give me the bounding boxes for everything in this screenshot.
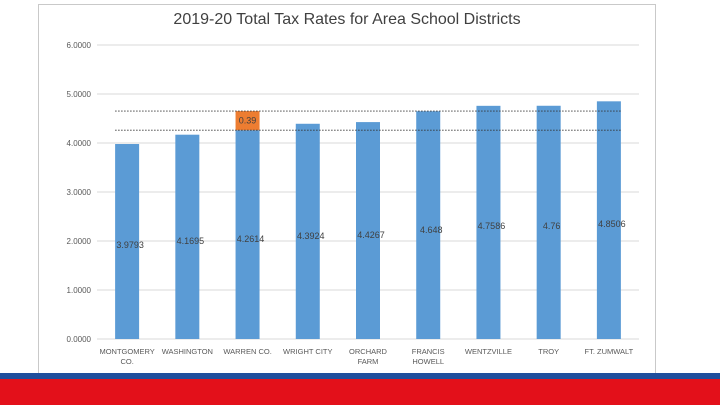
y-tick-label: 2.0000 bbox=[67, 237, 92, 246]
bar bbox=[416, 111, 441, 339]
data-label: 4.7586 bbox=[478, 221, 506, 231]
bar bbox=[235, 130, 260, 339]
chart-frame: 2019-20 Total Tax Rates for Area School … bbox=[38, 4, 656, 374]
data-label: 4.76 bbox=[543, 221, 561, 231]
x-tick-label: ORCHARD bbox=[349, 347, 388, 356]
bar bbox=[536, 105, 561, 339]
bar bbox=[295, 123, 320, 339]
annotation-segment bbox=[235, 111, 260, 131]
footer-stripe-blue bbox=[0, 373, 720, 379]
x-tick-label: FRANCIS bbox=[412, 347, 445, 356]
data-label: 4.2614 bbox=[237, 234, 265, 244]
data-label: 4.4267 bbox=[357, 230, 385, 240]
x-tick-label: TROY bbox=[538, 347, 559, 356]
bar bbox=[596, 101, 621, 339]
x-tick-label: HOWELL bbox=[412, 357, 444, 366]
footer-stripe-red bbox=[0, 379, 720, 405]
y-tick-label: 5.0000 bbox=[67, 90, 92, 99]
annotation-label: 0.39 bbox=[239, 116, 257, 126]
x-tick-label: WRIGHT CITY bbox=[283, 347, 332, 356]
data-label: 3.9793 bbox=[116, 240, 144, 250]
data-label: 4.8506 bbox=[598, 219, 626, 229]
bar bbox=[356, 122, 380, 339]
x-tick-label: MONTGOMERY bbox=[99, 347, 154, 356]
data-label: 4.1695 bbox=[177, 236, 205, 246]
bar-chart: 0.0000 1.0000 2.0000 3.0000 4.0000 5.0000 6.00… bbox=[67, 41, 639, 366]
x-tick-label: WASHINGTON bbox=[162, 347, 213, 356]
x-tick-label: CO. bbox=[120, 357, 133, 366]
y-tick-label: 6.0000 bbox=[67, 41, 92, 50]
bar bbox=[175, 134, 200, 339]
x-tick-label: FT. ZUMWALT bbox=[585, 347, 634, 356]
data-label: 4.648 bbox=[420, 225, 443, 235]
x-tick-label: WENTZVILLE bbox=[465, 347, 512, 356]
x-tick-label: WARREN CO. bbox=[223, 347, 271, 356]
bar bbox=[115, 144, 140, 339]
x-tick-label: FARM bbox=[358, 357, 379, 366]
y-tick-label: 1.0000 bbox=[67, 286, 92, 295]
bar bbox=[476, 105, 501, 339]
chart-title: 2019-20 Total Tax Rates for Area School … bbox=[173, 11, 521, 28]
y-tick-label: 4.0000 bbox=[67, 139, 92, 148]
data-label: 4.3924 bbox=[297, 231, 325, 241]
y-tick-label: 3.0000 bbox=[67, 188, 92, 197]
y-tick-label: 0.0000 bbox=[67, 335, 92, 344]
